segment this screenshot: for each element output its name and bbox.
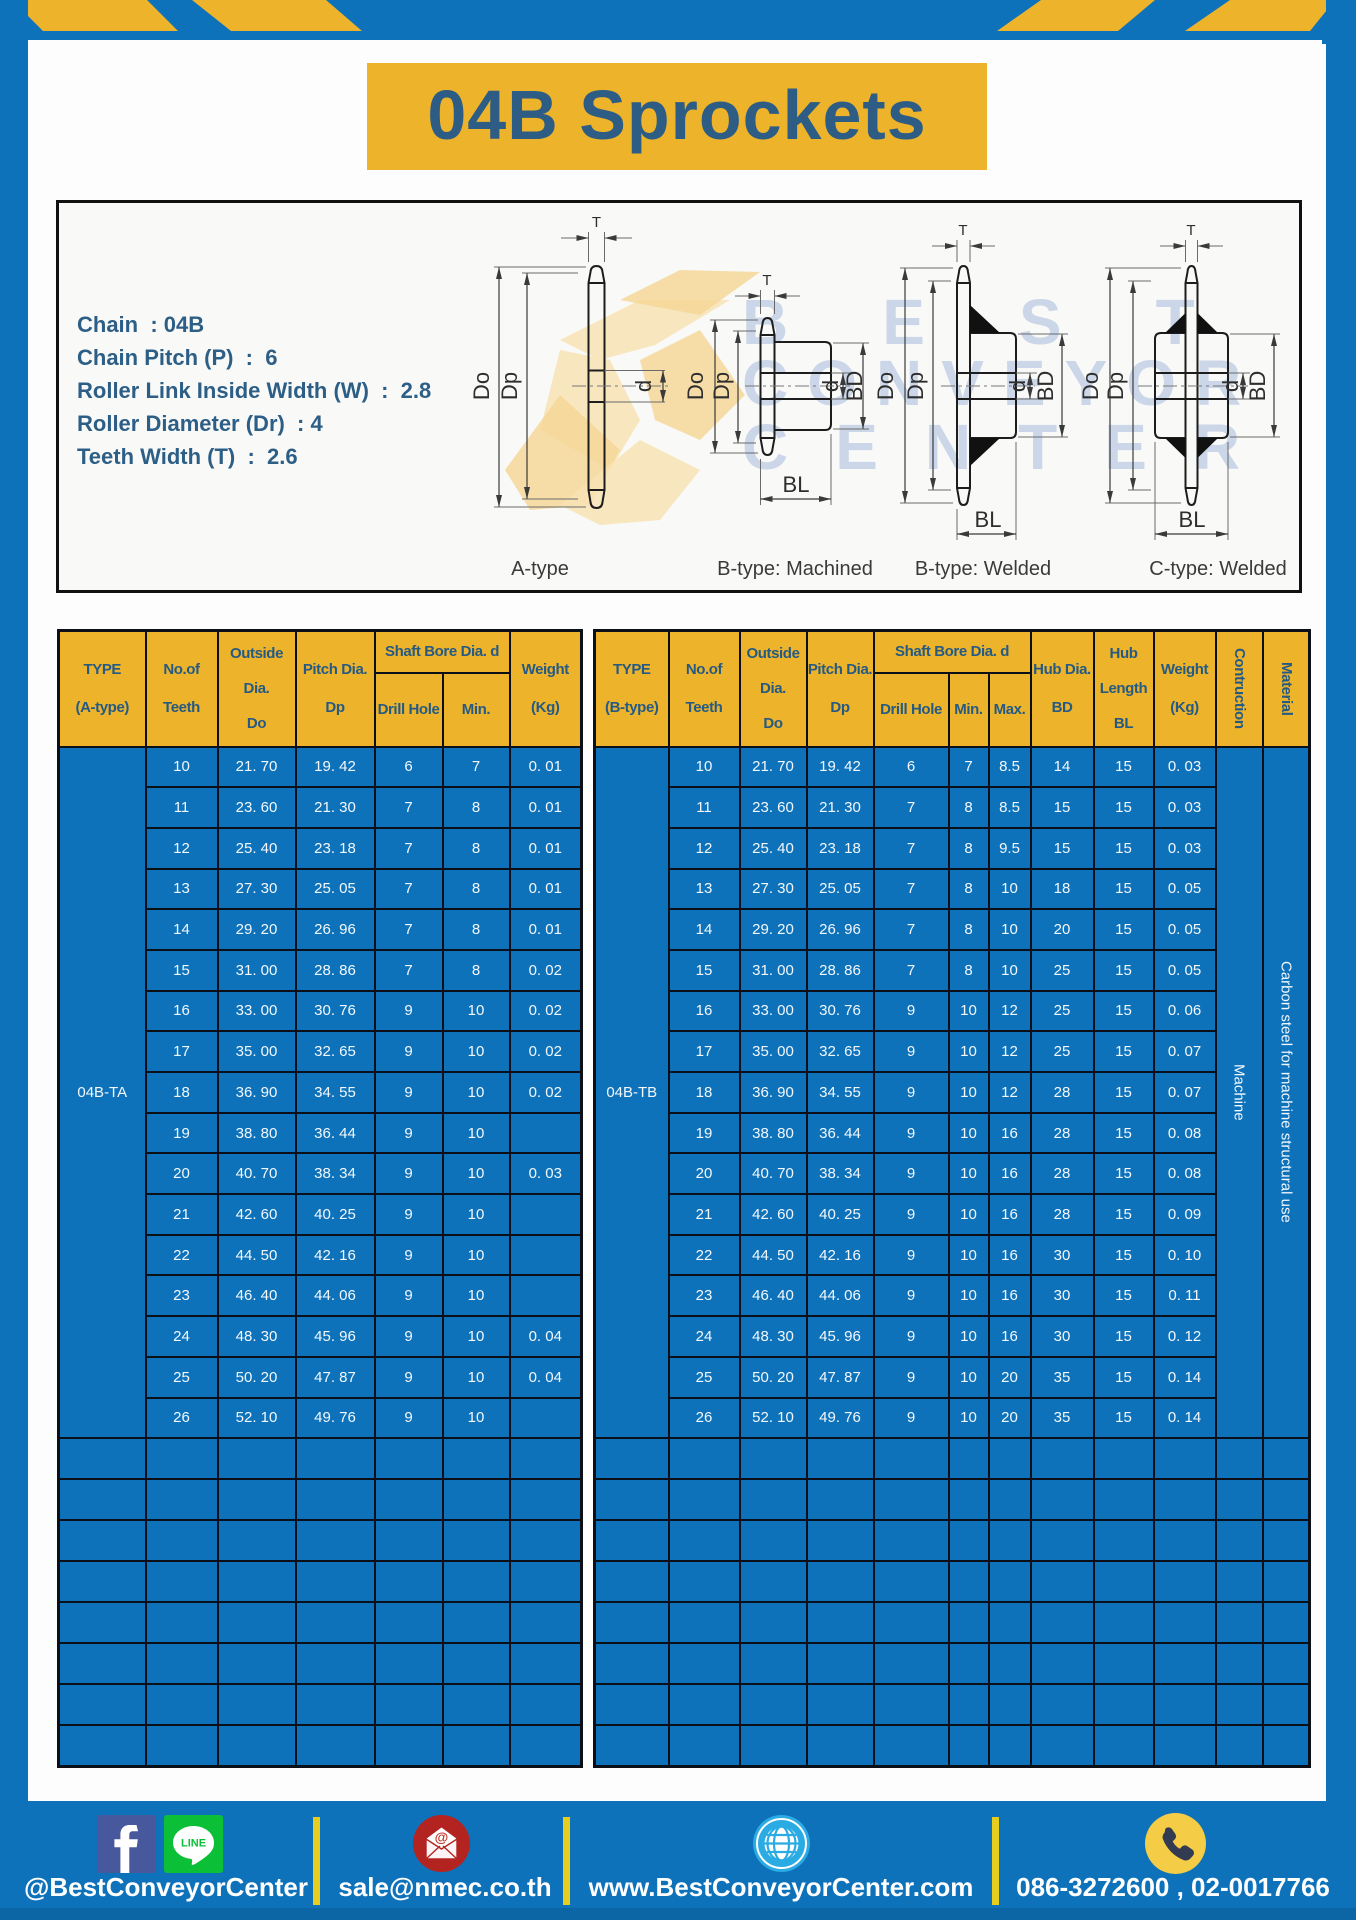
svg-text:BD: BD xyxy=(1245,371,1270,402)
svg-text:d: d xyxy=(1218,380,1243,392)
svg-text:Dp: Dp xyxy=(497,372,522,400)
svg-text:d: d xyxy=(818,380,843,392)
svg-text:T: T xyxy=(762,272,771,289)
svg-text:T: T xyxy=(592,214,601,231)
svg-text:T: T xyxy=(1186,222,1195,239)
svg-text:d: d xyxy=(1005,380,1030,392)
svg-text:BL: BL xyxy=(1179,507,1206,532)
svg-text:LINE: LINE xyxy=(181,1838,206,1850)
svg-text:BL: BL xyxy=(975,507,1002,532)
svg-text:Do: Do xyxy=(683,372,708,400)
svg-text:BD: BD xyxy=(842,371,867,402)
svg-text:Do: Do xyxy=(469,372,494,400)
svg-text:Do: Do xyxy=(873,372,898,400)
svg-text:@: @ xyxy=(435,1829,449,1845)
svg-text:Do: Do xyxy=(1078,372,1103,400)
svg-text:BL: BL xyxy=(783,472,810,497)
svg-text:Dp: Dp xyxy=(709,372,734,400)
svg-text:d: d xyxy=(631,380,656,392)
svg-text:Dp: Dp xyxy=(1103,372,1128,400)
svg-text:BD: BD xyxy=(1033,371,1058,402)
svg-text:T: T xyxy=(958,222,967,239)
svg-text:Dp: Dp xyxy=(903,372,928,400)
